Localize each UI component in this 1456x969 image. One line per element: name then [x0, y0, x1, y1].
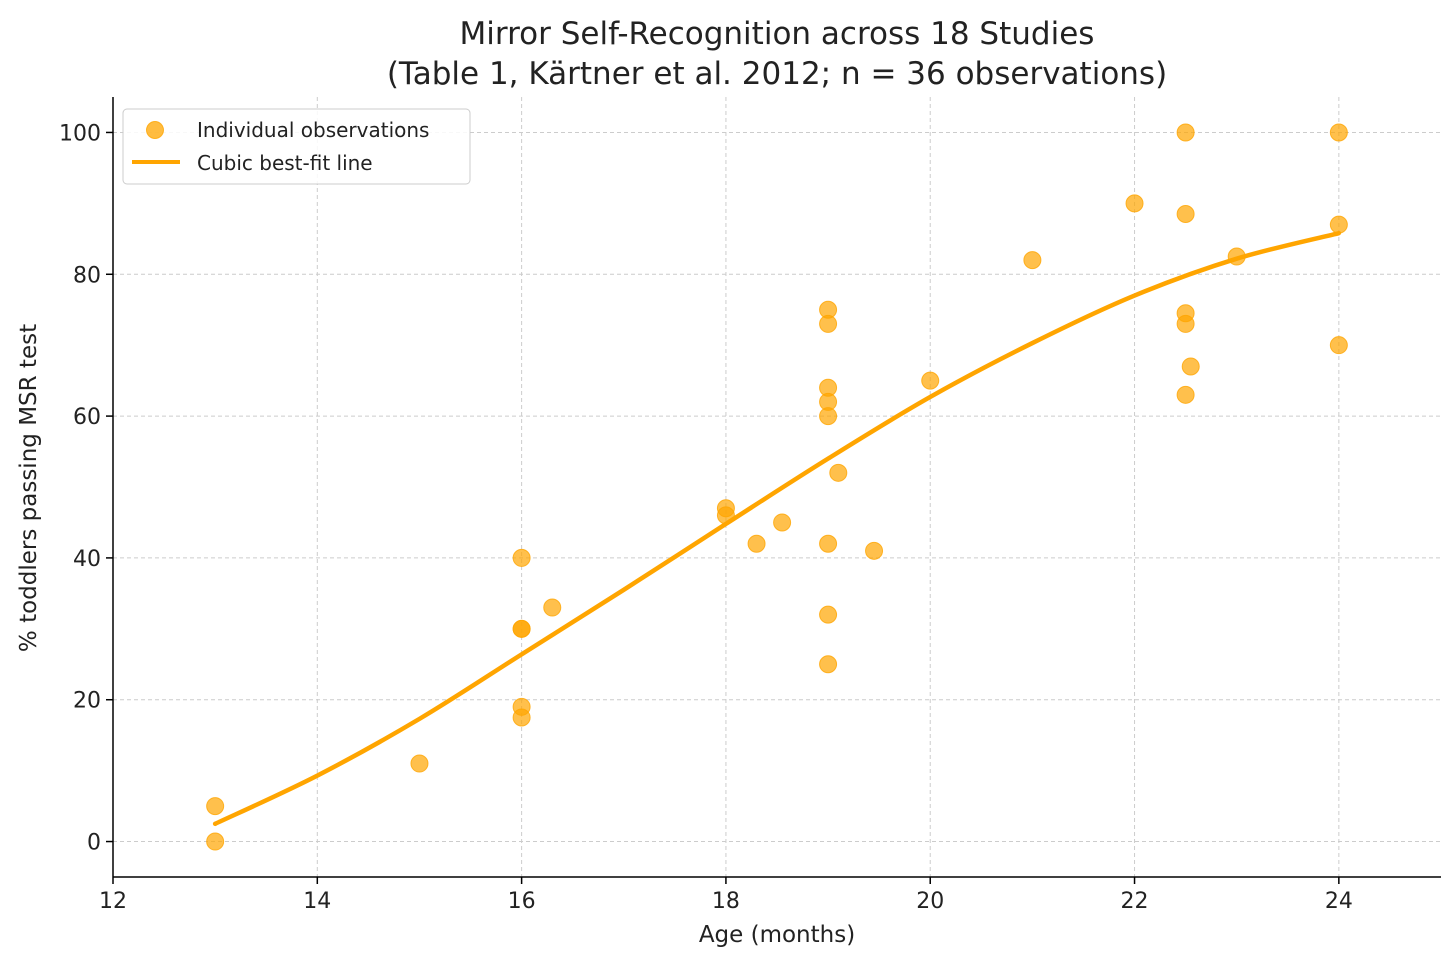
data-point	[1329, 215, 1348, 234]
legend-marker-scatter	[146, 121, 164, 139]
data-point	[206, 797, 225, 816]
legend-label-scatter: Individual observations	[197, 118, 429, 142]
x-tick-label: 20	[916, 889, 944, 914]
data-point	[512, 619, 531, 638]
chart-subtitle: (Table 1, Kärtner et al. 2012; n = 36 ob…	[387, 56, 1167, 92]
data-point	[1023, 251, 1042, 270]
x-tick-label: 24	[1325, 889, 1353, 914]
data-point	[512, 708, 531, 727]
data-point	[410, 754, 429, 773]
grid	[112, 97, 1441, 877]
data-point	[819, 407, 838, 426]
data-point	[819, 314, 838, 333]
data-point	[1176, 314, 1195, 333]
data-point	[865, 541, 884, 560]
chart-title: Mirror Self-Recognition across 18 Studie…	[460, 16, 1095, 52]
legend: Individual observations Cubic best-fit l…	[122, 108, 471, 185]
data-point	[1125, 194, 1144, 213]
y-tick-label: 100	[59, 121, 101, 146]
y-tick-label: 0	[87, 831, 101, 856]
y-tick-label: 60	[73, 405, 101, 430]
y-tick-label: 80	[73, 263, 101, 288]
y-tick-label: 20	[73, 689, 101, 714]
data-point	[747, 534, 766, 553]
y-tick-label: 40	[73, 547, 101, 572]
data-point	[1181, 357, 1200, 376]
legend-label-line: Cubic best-fit line	[197, 151, 373, 175]
legend-box	[122, 108, 471, 185]
data-point	[819, 605, 838, 624]
x-axis-label: Age (months)	[699, 922, 855, 948]
data-point	[773, 513, 792, 532]
data-point	[543, 598, 562, 617]
data-point	[819, 534, 838, 553]
x-tick-label: 14	[303, 889, 331, 914]
data-point	[829, 463, 848, 482]
x-tick-label: 16	[508, 889, 536, 914]
data-point	[1329, 336, 1348, 355]
marks	[206, 123, 1348, 851]
data-point	[819, 655, 838, 674]
data-point	[1176, 123, 1195, 142]
data-point	[921, 371, 940, 390]
x-tick-label: 18	[712, 889, 740, 914]
data-point	[1329, 123, 1348, 142]
data-point	[1176, 205, 1195, 223]
x-tick-label: 12	[99, 889, 127, 914]
y-axis-label: % toddlers passing MSR test	[16, 324, 42, 652]
data-point	[1176, 385, 1195, 404]
fit-line	[212, 230, 1342, 827]
data-point	[512, 548, 531, 567]
data-point	[206, 832, 225, 851]
axes: 12 14 16 18 20 22 24 0 20 40 60 80 100	[59, 97, 1441, 914]
x-tick-label: 22	[1121, 889, 1149, 914]
